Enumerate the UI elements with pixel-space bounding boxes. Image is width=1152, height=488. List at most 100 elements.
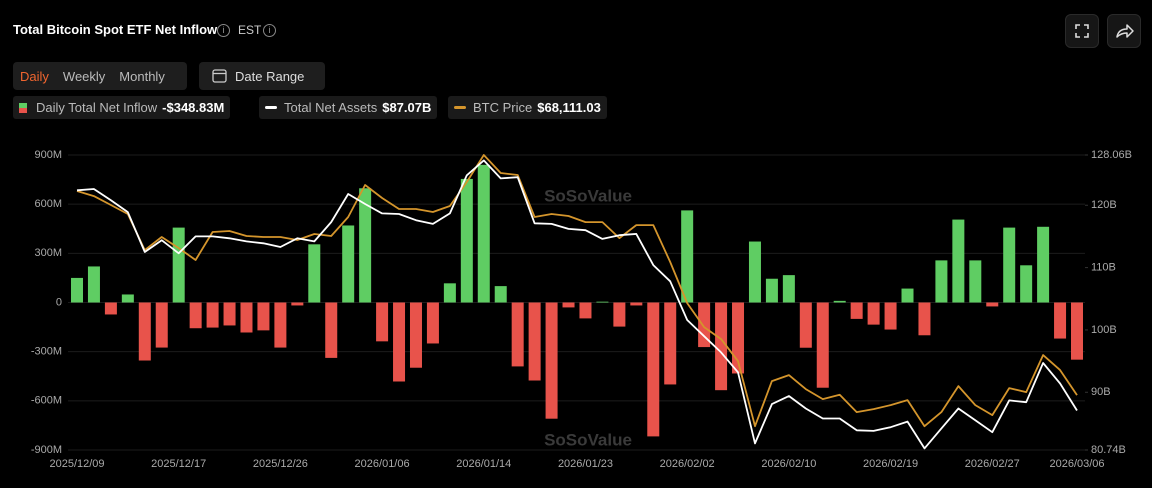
info-icon[interactable]: i	[217, 24, 230, 37]
bar	[274, 302, 287, 348]
x-tick-label: 2025/12/26	[253, 458, 308, 470]
x-tick-label: 2026/01/06	[355, 458, 410, 470]
bar	[596, 301, 609, 303]
bar	[172, 227, 185, 303]
line	[76, 159, 1078, 450]
period-tab[interactable]: Daily	[20, 68, 49, 84]
bar	[71, 277, 83, 303]
y-tick-label: -300M	[31, 346, 62, 358]
info-icon[interactable]: i	[263, 24, 276, 37]
bar	[579, 302, 592, 319]
watermark: SoSoValue	[544, 430, 632, 449]
bar	[359, 188, 372, 303]
x-tick-label: 2026/02/19	[863, 458, 918, 470]
bar	[1003, 227, 1016, 303]
x-tick-label: 2026/02/27	[965, 458, 1020, 470]
legend-label: Total Net Assets	[284, 100, 378, 115]
legend-item[interactable]: Daily Total Net Inflow -$348.83M	[13, 96, 231, 119]
bar	[223, 302, 236, 326]
x-tick-label: 2026/01/23	[558, 458, 613, 470]
bar	[1037, 226, 1050, 303]
share-button[interactable]	[1107, 14, 1141, 48]
bar	[393, 302, 406, 382]
period-tabs: Daily Weekly Monthly	[13, 62, 187, 90]
bar	[206, 302, 219, 328]
chart-title: Total Bitcoin Spot ETF Net Inflow	[13, 22, 218, 37]
bar	[986, 302, 999, 307]
bar	[630, 302, 643, 306]
bar	[291, 302, 304, 306]
bar	[1020, 265, 1033, 303]
share-icon	[1116, 24, 1134, 38]
bar	[189, 302, 202, 329]
bar	[867, 302, 880, 325]
watermark: SoSoValue	[544, 186, 632, 205]
timezone: EST	[238, 23, 262, 37]
y2-tick-label: 80.74B	[1091, 444, 1126, 456]
bar	[816, 302, 829, 388]
period-tab[interactable]: Weekly	[62, 68, 106, 84]
bar	[901, 288, 914, 303]
y2-tick-label: 90B	[1091, 386, 1111, 398]
legend-value: $87.07B	[382, 100, 432, 115]
bar	[155, 302, 168, 348]
bar	[664, 302, 677, 385]
legend-label: Daily Total Net Inflow	[36, 100, 158, 115]
bar	[460, 178, 473, 303]
bar	[884, 302, 897, 330]
y-tick-label: -900M	[31, 444, 62, 456]
bar	[104, 302, 117, 315]
line	[76, 154, 1078, 428]
bar	[138, 302, 151, 361]
y2-tick-label: 128.06B	[1091, 149, 1132, 161]
y-tick-label: -600M	[31, 395, 62, 407]
bar	[765, 278, 778, 303]
x-tick-label: 2026/02/02	[660, 458, 715, 470]
bar	[681, 210, 694, 303]
y2-tick-label: 110B	[1091, 261, 1116, 273]
legend-item[interactable]: Total Net Assets $87.07B	[259, 96, 438, 119]
bar	[918, 302, 931, 336]
bar	[376, 302, 389, 342]
bar	[562, 302, 575, 308]
date-range-button[interactable]: Date Range	[199, 62, 325, 90]
bar	[494, 286, 507, 303]
y-tick-label: 900M	[34, 149, 62, 161]
bar	[511, 302, 524, 367]
x-tick-label: 2026/01/14	[456, 458, 511, 470]
bar	[799, 302, 812, 348]
bar	[1071, 302, 1083, 360]
legend-swatch	[19, 102, 27, 113]
bar	[833, 300, 846, 303]
bar	[409, 302, 422, 368]
y-tick-label: 600M	[34, 198, 62, 210]
y2-tick-label: 120B	[1091, 199, 1117, 211]
legend-item[interactable]: BTC Price $68,111.03	[448, 96, 607, 119]
y2-tick-label: 100B	[1091, 324, 1117, 336]
legend-swatch	[454, 106, 466, 109]
fullscreen-button[interactable]	[1065, 14, 1099, 48]
bar	[443, 283, 456, 303]
bar	[528, 302, 541, 381]
period-tab[interactable]: Monthly	[119, 68, 165, 84]
legend-swatch	[265, 106, 277, 109]
x-tick-label: 2025/12/09	[49, 458, 104, 470]
bar	[257, 302, 270, 331]
bar	[850, 302, 863, 319]
bar	[647, 302, 660, 437]
legend-value: -$348.83M	[162, 100, 225, 115]
bar	[308, 244, 321, 303]
x-tick-label: 2026/02/10	[761, 458, 816, 470]
bar	[952, 219, 965, 303]
y-tick-label: 300M	[34, 247, 62, 259]
bar	[748, 241, 761, 303]
x-tick-label: 2025/12/17	[151, 458, 206, 470]
calendar-icon	[212, 69, 227, 83]
bar	[1054, 302, 1067, 339]
legend-label: BTC Price	[473, 100, 533, 115]
y-tick-label: 0	[56, 296, 62, 308]
bar	[342, 225, 355, 303]
bar	[732, 302, 745, 374]
